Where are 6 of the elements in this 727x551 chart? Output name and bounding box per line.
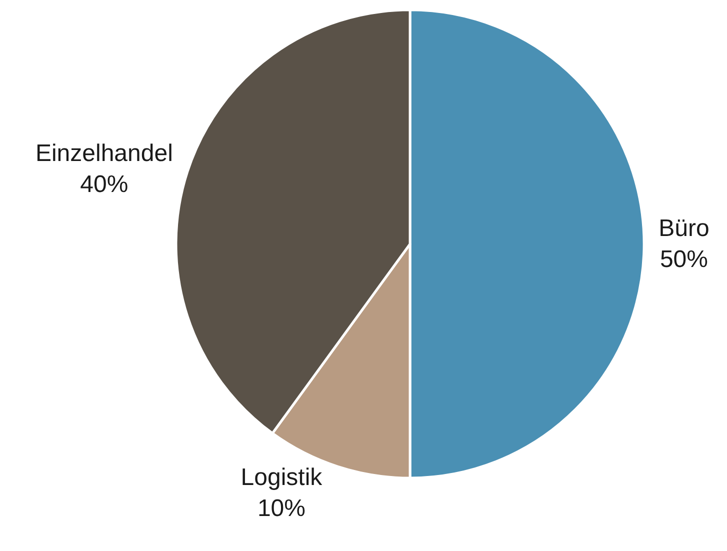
data-label: 50% bbox=[660, 246, 708, 274]
data-label: 10% bbox=[257, 494, 306, 522]
slice-label: Einzelhandel bbox=[35, 140, 173, 167]
data-label: 40% bbox=[80, 170, 128, 198]
slice-label: Büro bbox=[658, 214, 710, 242]
slice-label: Logistik bbox=[240, 464, 324, 491]
